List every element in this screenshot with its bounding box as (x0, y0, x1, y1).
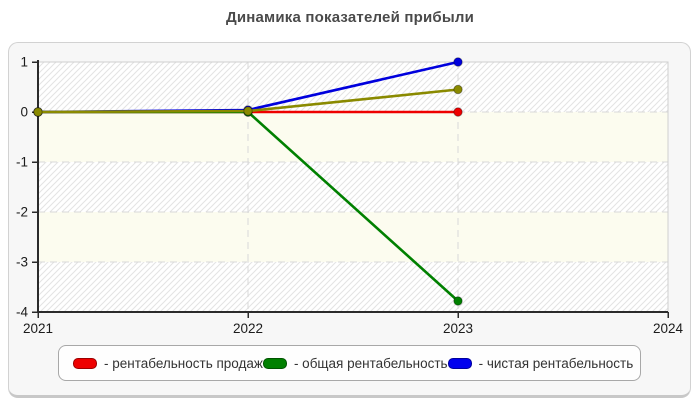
legend-item-sales-profitability: - рентабельность продаж (73, 356, 263, 371)
plot-band-cream (38, 112, 668, 162)
plot-band-cream (38, 212, 668, 262)
data-point-3 (33, 107, 43, 117)
legend-label: - общая рентабельность (293, 355, 448, 371)
plot-band-hatched (38, 262, 668, 312)
y-tick-label: -2 (16, 205, 28, 220)
x-tick-label: 2024 (653, 321, 684, 336)
y-tick-label: -3 (16, 255, 28, 270)
data-point-3 (453, 84, 463, 95)
legend-label: - рентабельность продаж (104, 355, 263, 371)
legend-item-net-profitability: - чистая рентабельность (447, 355, 634, 371)
x-tick-label: 2022 (233, 321, 263, 336)
plot-band-hatched (38, 162, 668, 212)
legend-item-total-profitability: - общая рентабельность (262, 355, 448, 371)
y-tick-label: 0 (20, 105, 28, 120)
data-point-2 (453, 57, 463, 67)
data-point-0 (453, 107, 463, 117)
legend-label: - чистая рентабельность (478, 355, 634, 371)
x-tick-label: 2023 (443, 321, 473, 336)
chart-legend: - рентабельность продаж - общая рентабел… (58, 345, 641, 381)
y-tick-label: 1 (20, 55, 28, 70)
red-series-swatch-icon (73, 357, 97, 369)
y-tick-label: -4 (16, 305, 28, 320)
data-point-1 (453, 296, 463, 306)
chart-panel: 1 0 -1 -2 -3 -4 2021 2022 2023 2024 - рентабельно… (8, 42, 691, 398)
green-series-swatch-icon (262, 357, 287, 369)
x-tick-label: 2021 (23, 321, 53, 336)
chart-title: Динамика показателей прибыли (225, 9, 475, 26)
y-tick-label: -1 (16, 155, 28, 170)
blue-series-swatch-icon (447, 357, 472, 369)
data-point-3 (243, 106, 253, 116)
